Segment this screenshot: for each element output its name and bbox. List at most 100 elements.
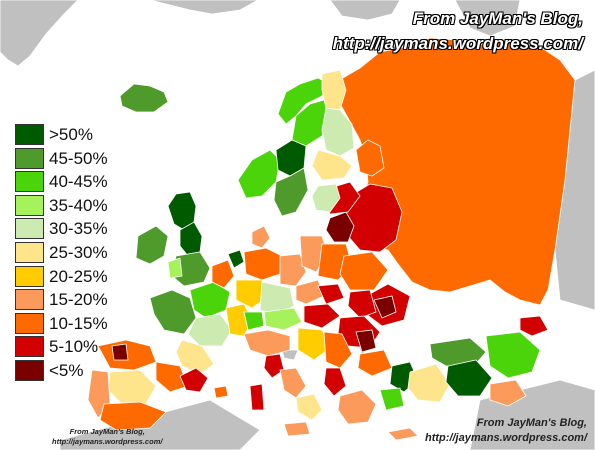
region-romania-south: [355, 329, 377, 353]
region-turkey-southeast: [489, 379, 527, 407]
north-land: [149, 0, 259, 15]
region-ireland: [135, 225, 169, 265]
legend-label: 40-45%: [49, 172, 108, 192]
legend-label: 10-15%: [49, 313, 108, 333]
region-slovakia: [317, 283, 345, 305]
region-spain-east: [179, 367, 209, 393]
region-scotland: [167, 191, 197, 231]
region-norway-south: [237, 149, 281, 199]
credit-bottom-right: From JayMan's Blog, http://jaymans.wordp…: [425, 416, 587, 446]
legend-item: 35-40%: [15, 194, 135, 219]
region-hungary: [303, 303, 341, 329]
region-baltics: [311, 183, 341, 213]
credit-bottom-left: From JayMan's Blog, http://jaymans.wordp…: [52, 427, 162, 447]
credit-top: From JayMan's Blog, http://jaymans.wordp…: [333, 6, 583, 56]
region-catalonia: [155, 361, 189, 393]
region-basque: [111, 343, 129, 361]
legend-label: 15-20%: [49, 290, 108, 310]
region-denmark: [251, 225, 271, 249]
legend-item: <5%: [15, 359, 135, 384]
region-georgia: [519, 315, 549, 337]
legend-item: 20-25%: [15, 265, 135, 290]
region-ukraine-west: [339, 251, 389, 291]
region-ukraine-south: [373, 295, 397, 319]
region-austria: [263, 307, 303, 331]
region-germany-east: [279, 253, 307, 287]
region-italy-tuscany: [263, 353, 285, 379]
region-sweden-south: [273, 167, 309, 217]
greenland-land: [0, 0, 79, 67]
region-sicily: [283, 421, 311, 437]
legend-label: 20-25%: [49, 266, 108, 286]
region-iceland: [119, 83, 169, 113]
legend-label: 5-10%: [49, 337, 99, 357]
legend-swatch: [15, 124, 44, 145]
legend-swatch: [15, 218, 44, 240]
region-italy-north: [243, 329, 291, 357]
credit-bottom-left-line1: From JayMan's Blog,: [69, 427, 145, 436]
legend-swatch: [15, 265, 44, 287]
region-turkey-east-core: [445, 359, 493, 397]
region-greece: [337, 389, 377, 425]
region-germany-north: [243, 247, 283, 281]
legend-swatch: [15, 241, 44, 263]
legend-label: <5%: [49, 360, 84, 380]
region-wales: [167, 257, 183, 279]
credit-top-line1: From JayMan's Blog,: [412, 9, 583, 28]
region-france-centre: [187, 313, 233, 347]
region-italy-centre: [279, 367, 307, 399]
region-spain-south: [99, 401, 167, 431]
region-finland-mid: [321, 107, 355, 157]
legend-swatch: [15, 194, 44, 216]
novaya-zemlya-land: [454, 0, 521, 37]
legend-swatch: [15, 336, 44, 358]
legend-swatch: [15, 359, 44, 381]
region-italy-south: [295, 393, 323, 421]
region-albania-mk: [323, 367, 347, 397]
credit-top-line2: http://jaymans.wordpress.com/: [332, 34, 583, 53]
region-turkey-east: [485, 331, 541, 379]
region-czechia: [295, 279, 325, 305]
legend-item: 10-15%: [15, 312, 135, 337]
legend-label: 30-35%: [49, 219, 108, 239]
region-cyprus: [387, 427, 419, 441]
region-benelux: [211, 259, 235, 289]
gap-region-1: [281, 349, 299, 361]
legend-label: 25-30%: [49, 242, 108, 262]
credit-bottom-right-line2: http://jaymans.wordpress.com/: [425, 432, 587, 444]
legend-item: 40-45%: [15, 171, 135, 195]
region-croatia-slovenia: [297, 327, 331, 361]
region-netherlands: [227, 249, 245, 269]
legend-item: 25-30%: [15, 241, 135, 266]
region-france-west: [149, 289, 197, 335]
legend-item: >50%: [15, 124, 135, 148]
region-turkey-aegean: [379, 387, 405, 411]
legend-swatch: [15, 147, 44, 169]
region-balearic: [213, 385, 229, 399]
legend-label: 35-40%: [49, 195, 108, 215]
legend-label: 45-50%: [49, 148, 108, 168]
region-moldova: [347, 289, 377, 319]
region-norway-north: [277, 77, 331, 125]
legend-item: 15-20%: [15, 289, 135, 313]
svalbard-land: [329, 0, 401, 21]
legend-swatch: [15, 171, 44, 193]
map-legend: >50% 45-50% 40-45% 35-40% 30-35% 25-30% …: [15, 124, 135, 384]
africa-land: [59, 399, 261, 450]
legend-item: 30-35%: [15, 218, 135, 242]
region-switzerland: [243, 311, 265, 331]
region-bulgaria: [357, 349, 393, 377]
credit-bottom-left-line2: http://jaymans.wordpress.com/: [52, 437, 163, 446]
region-germany-west: [235, 279, 267, 309]
region-russia-karelia: [355, 139, 385, 177]
legend-item: 45-50%: [15, 147, 135, 172]
region-sardinia: [249, 383, 265, 411]
legend-item: 5-10%: [15, 336, 135, 360]
legend-label: >50%: [49, 125, 93, 144]
legend-swatch: [15, 289, 44, 311]
legend-swatch: [15, 312, 44, 334]
credit-bottom-right-line1: From JayMan's Blog,: [476, 417, 587, 429]
region-finland-south: [311, 149, 353, 181]
